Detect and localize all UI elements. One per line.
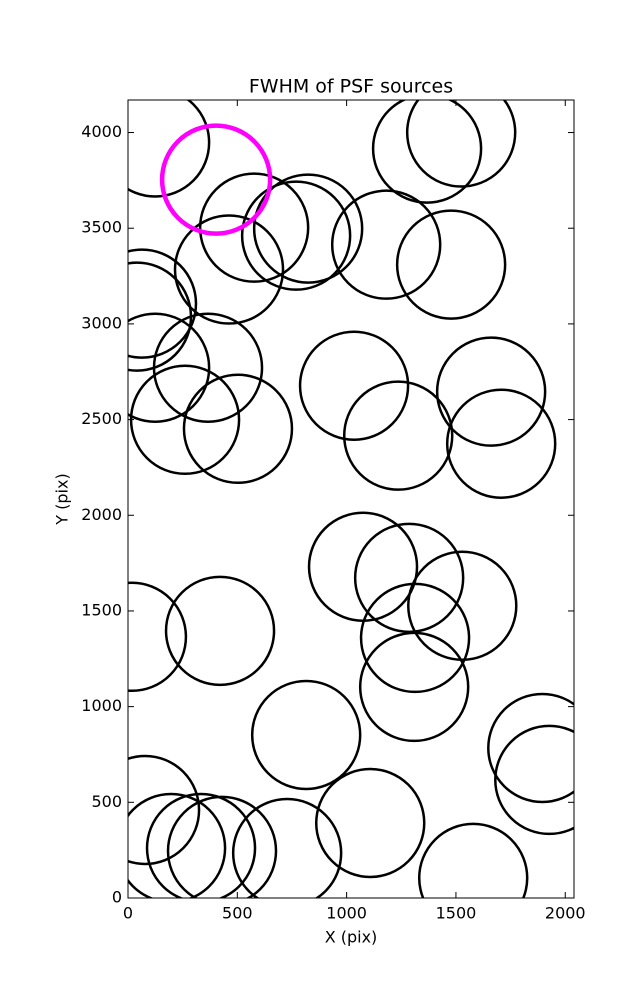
source-circle [353, 522, 465, 634]
source-circle [358, 631, 470, 743]
source-circle [417, 822, 529, 898]
x-tick-label: 0 [123, 904, 133, 923]
source-circle [359, 582, 471, 694]
source-circle [494, 724, 574, 836]
source-circle [405, 100, 517, 188]
source-circle [371, 100, 483, 204]
source-circle [128, 792, 227, 898]
source-circle [252, 173, 364, 284]
source-circle [445, 388, 557, 499]
y-tick-label: 3000 [81, 313, 122, 332]
source-circle [250, 679, 362, 791]
source-circle [128, 100, 211, 198]
source-circle [128, 754, 201, 866]
x-axis-label: X (pix) [325, 928, 378, 947]
y-tick-label: 0 [112, 888, 122, 907]
y-tick-label: 1500 [81, 600, 122, 619]
x-tick-label: 2000 [545, 904, 586, 923]
source-circle [173, 214, 285, 325]
source-circle [342, 380, 454, 491]
source-circle [152, 312, 264, 423]
plot-area [128, 100, 574, 898]
y-tick-label: 2500 [81, 409, 122, 428]
y-tick-label: 1000 [81, 696, 122, 715]
plot-frame [127, 99, 575, 899]
source-circle [145, 792, 257, 898]
source-circle [298, 330, 410, 441]
source-circle [231, 797, 343, 898]
chart-title: FWHM of PSF sources [249, 76, 453, 98]
source-circle [164, 575, 276, 687]
source-circle [128, 248, 198, 359]
source-circle [435, 336, 547, 447]
source-circle [128, 581, 188, 693]
source-circle [395, 209, 507, 320]
source-circle [240, 180, 352, 291]
source-circle [198, 172, 310, 283]
x-tick-label: 500 [222, 904, 253, 923]
source-circle [128, 312, 211, 423]
source-circle [182, 373, 294, 485]
y-tick-label: 4000 [81, 122, 122, 141]
x-tick-label: 1500 [436, 904, 477, 923]
y-tick-label: 3500 [81, 218, 122, 237]
source-circle [330, 189, 442, 300]
y-tick-label: 500 [91, 792, 122, 811]
y-tick-label: 2000 [81, 505, 122, 524]
source-circle [314, 767, 426, 879]
source-circle [159, 123, 273, 236]
y-axis-label: Y (pix) [53, 473, 72, 525]
source-circle [487, 692, 574, 804]
source-circle [166, 795, 278, 898]
x-tick-label: 1000 [326, 904, 367, 923]
